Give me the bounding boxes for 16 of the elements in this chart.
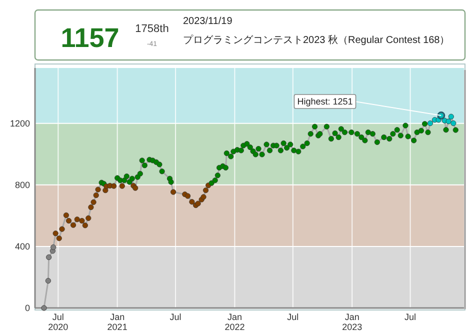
x-tick-label: Jan 2021: [107, 312, 128, 332]
x-tick-label: Jan 2023: [342, 312, 362, 332]
y-tick-label: 400: [14, 241, 30, 252]
annotation: Highest: 1251: [297, 96, 353, 106]
text: 1758th: [135, 23, 169, 35]
x-tick-label: Jul 2020: [48, 312, 68, 332]
y-tick-label: 0: [24, 303, 30, 313]
x-tick-label: Jul: [287, 312, 299, 322]
text: 1157: [60, 23, 120, 53]
x-tick-label: Jan 2022: [224, 312, 245, 332]
text: 2023/11/19: [183, 16, 233, 27]
y-tick-label: 1200: [10, 118, 30, 128]
x-tick-label: Jul: [170, 312, 182, 322]
text: プログラミングコンテスト2023 秋（Regular Contest 168）: [183, 34, 450, 46]
x-tick-label: Jul: [404, 312, 416, 322]
y-tick-label: 800: [14, 180, 30, 190]
